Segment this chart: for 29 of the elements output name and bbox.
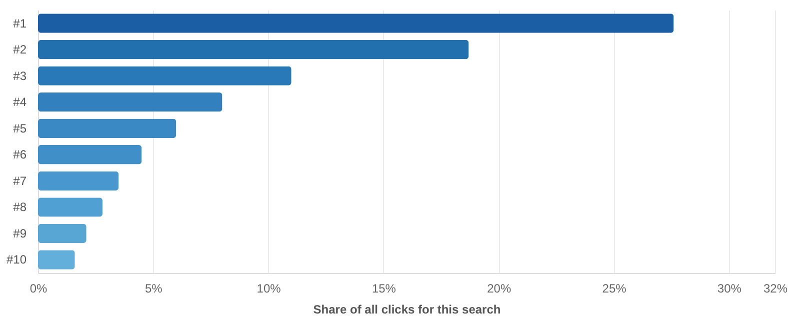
bar: [38, 145, 142, 164]
x-tick-label: 15%: [372, 282, 396, 296]
bar: [38, 250, 75, 270]
x-tick-label: 5%: [144, 282, 163, 296]
x-tick-label: 30%: [717, 282, 742, 296]
x-tick-label: 10%: [256, 282, 282, 296]
y-tick-label: #9: [13, 226, 27, 240]
bar: [38, 171, 119, 190]
y-tick-label: #8: [13, 200, 27, 214]
bar: [38, 92, 222, 112]
y-tick-label: #2: [13, 42, 27, 57]
bar: [38, 14, 674, 33]
y-tick-label: #3: [13, 68, 27, 83]
bar: [38, 66, 292, 86]
y-tick-label: #10: [6, 252, 27, 267]
bar: [38, 118, 176, 138]
y-tick-label: #1: [13, 16, 27, 30]
bar: [38, 198, 102, 217]
bar: [38, 224, 86, 244]
x-tick-label: 25%: [602, 282, 627, 296]
y-tick-label: #6: [13, 148, 27, 162]
x-tick-label: 32%: [763, 282, 788, 296]
y-tick-label: #4: [13, 95, 27, 110]
x-axis-title: Share of all clicks for this search: [313, 302, 501, 316]
y-tick-label: #7: [13, 174, 27, 188]
bar: [38, 40, 469, 60]
x-tick-label: 0%: [30, 282, 48, 296]
x-tick-label: 20%: [487, 282, 512, 296]
y-tick-label: #5: [13, 121, 27, 136]
